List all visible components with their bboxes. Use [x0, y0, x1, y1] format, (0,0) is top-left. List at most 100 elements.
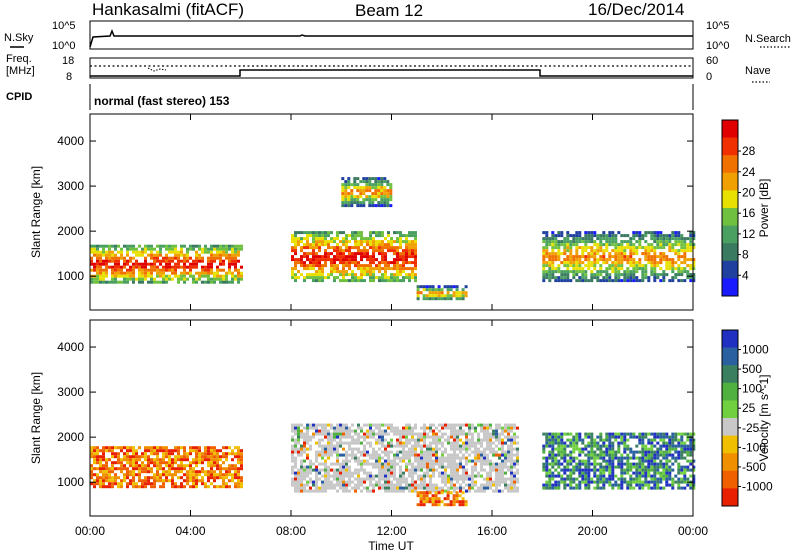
data-cell [186, 253, 189, 257]
data-cell [507, 429, 510, 433]
data-cell [321, 243, 324, 247]
data-cell [593, 450, 597, 454]
data-cell [599, 474, 603, 478]
data-cell [440, 500, 444, 504]
data-cell [483, 477, 486, 481]
data-cell [192, 458, 195, 462]
data-cell [429, 444, 432, 448]
data-cell [545, 261, 549, 265]
data-cell [459, 444, 462, 448]
data-cell [141, 268, 144, 272]
data-cell [441, 486, 444, 490]
data-cell [450, 447, 453, 451]
data-cell [108, 482, 111, 486]
data-cell [168, 259, 171, 263]
data-cell [453, 447, 456, 451]
data-cell [560, 438, 564, 442]
data-cell [563, 459, 567, 463]
data-cell [342, 486, 345, 490]
data-cell [369, 462, 372, 466]
data-cell [366, 252, 369, 256]
data-cell [596, 246, 600, 250]
data-cell [653, 258, 657, 262]
data-cell [510, 477, 513, 481]
data-cell [458, 494, 462, 498]
data-cell [462, 441, 465, 445]
data-cell [486, 456, 489, 460]
data-cell [510, 450, 513, 454]
data-cell [560, 243, 564, 247]
data-cell [572, 468, 576, 472]
data-cell [465, 444, 468, 448]
data-cell [374, 189, 378, 193]
data-cell [545, 456, 549, 460]
data-cell [623, 438, 627, 442]
data-cell [135, 262, 138, 266]
data-cell [414, 240, 417, 244]
data-cell [147, 253, 150, 257]
data-cell [174, 458, 177, 462]
data-cell [584, 246, 588, 250]
data-cell [336, 480, 339, 484]
data-cell [186, 464, 189, 468]
data-cell [237, 449, 240, 453]
data-cell [434, 288, 438, 292]
data-cell [584, 432, 588, 436]
data-cell [135, 452, 138, 456]
data-cell [348, 447, 351, 451]
data-cell [174, 253, 177, 257]
data-cell [168, 464, 171, 468]
data-cell [452, 494, 456, 498]
data-cell [336, 462, 339, 466]
data-cell [510, 483, 513, 487]
data-cell [665, 432, 669, 436]
data-cell [390, 426, 393, 430]
data-cell [369, 453, 372, 457]
data-cell [542, 255, 546, 259]
data-cell [393, 240, 396, 244]
data-cell [237, 479, 240, 483]
data-cell [330, 267, 333, 271]
data-cell [294, 456, 297, 460]
data-cell [351, 237, 354, 241]
data-cell [551, 246, 555, 250]
data-cell [312, 276, 315, 280]
data-cell [587, 453, 591, 457]
data-cell [629, 468, 633, 472]
data-cell [501, 444, 504, 448]
data-cell [692, 261, 696, 265]
data-cell [483, 456, 486, 460]
data-cell [635, 246, 639, 250]
data-cell [596, 249, 600, 253]
data-cell [165, 449, 168, 453]
data-cell [402, 486, 405, 490]
data-cell [575, 249, 579, 253]
data-cell [309, 261, 312, 265]
data-cell [411, 444, 414, 448]
data-cell [156, 265, 159, 269]
data-cell [165, 262, 168, 266]
data-cell [423, 438, 426, 442]
colorbar-segment [722, 243, 738, 262]
data-cell [593, 234, 597, 238]
data-cell [192, 277, 195, 281]
data-cell [411, 462, 414, 466]
data-cell [432, 465, 435, 469]
data-cell [378, 234, 381, 238]
data-cell [501, 489, 504, 493]
data-cell [647, 459, 651, 463]
data-cell [219, 262, 222, 266]
data-cell [429, 441, 432, 445]
data-cell [300, 444, 303, 448]
data-cell [114, 268, 117, 272]
colorbar-segment [722, 488, 738, 507]
data-cell [183, 455, 186, 459]
data-cell [318, 432, 321, 436]
data-cell [210, 446, 213, 450]
data-cell [578, 264, 582, 268]
data-cell [120, 274, 123, 278]
data-cell [129, 247, 132, 251]
data-cell [419, 291, 423, 295]
data-cell [333, 429, 336, 433]
